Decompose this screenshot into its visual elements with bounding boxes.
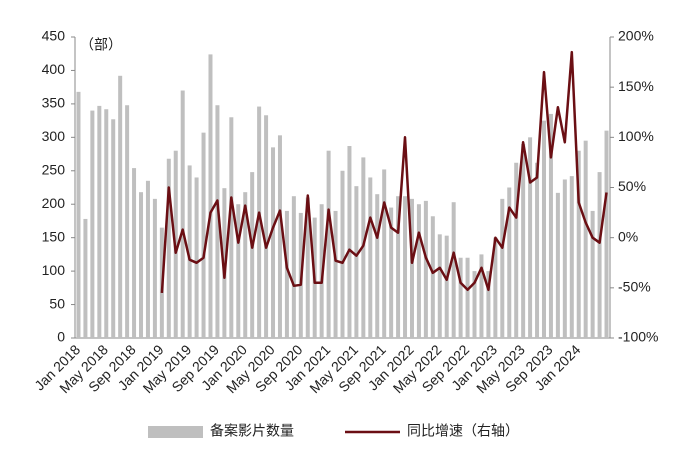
bar bbox=[444, 235, 449, 338]
bar bbox=[83, 218, 88, 338]
y-tick-label: 350 bbox=[42, 95, 66, 111]
bar bbox=[180, 90, 185, 338]
bar bbox=[111, 119, 116, 338]
bar bbox=[271, 147, 276, 338]
bar bbox=[562, 179, 567, 338]
y-tick-label: 150 bbox=[42, 228, 66, 244]
bar bbox=[333, 210, 338, 338]
line bbox=[160, 50, 608, 293]
y2-tick-label: 50% bbox=[618, 178, 646, 194]
bar bbox=[166, 158, 171, 338]
bar bbox=[305, 197, 310, 338]
bar bbox=[389, 207, 394, 338]
bar bbox=[277, 135, 282, 338]
bar bbox=[97, 105, 102, 338]
bar bbox=[507, 187, 512, 338]
bar bbox=[541, 120, 546, 338]
bar bbox=[90, 110, 95, 338]
y2-tick-label: 100% bbox=[618, 128, 654, 144]
bar bbox=[291, 196, 296, 338]
bar bbox=[479, 254, 484, 338]
y2-tick-label: -100% bbox=[618, 329, 658, 345]
bar bbox=[243, 192, 248, 338]
y-tick-label: 100 bbox=[42, 262, 66, 278]
bar bbox=[118, 75, 123, 338]
bar bbox=[250, 172, 255, 338]
bar bbox=[284, 210, 289, 338]
bar bbox=[555, 192, 560, 338]
bar bbox=[590, 210, 595, 338]
bar bbox=[514, 162, 519, 338]
y2-tick-label: 200% bbox=[618, 28, 654, 44]
bar bbox=[375, 194, 380, 338]
bar bbox=[152, 198, 157, 338]
bar bbox=[597, 172, 602, 338]
bar bbox=[264, 115, 269, 338]
bar bbox=[125, 105, 130, 338]
bar bbox=[500, 198, 505, 338]
bar bbox=[437, 234, 442, 338]
bar bbox=[521, 144, 526, 338]
y-tick-label: 50 bbox=[49, 295, 65, 311]
bar bbox=[396, 196, 401, 338]
legend-swatch bbox=[148, 426, 203, 438]
bar bbox=[354, 186, 359, 338]
y-tick-label: 450 bbox=[42, 28, 66, 44]
bar bbox=[257, 106, 262, 338]
bar bbox=[430, 216, 435, 338]
y2-tick-label: 150% bbox=[618, 78, 654, 94]
bar bbox=[472, 271, 477, 338]
bar bbox=[104, 109, 109, 339]
bar bbox=[528, 137, 533, 338]
bar bbox=[340, 170, 345, 338]
bar bbox=[222, 188, 227, 338]
bar bbox=[382, 169, 387, 338]
bar bbox=[416, 204, 421, 338]
legend-label: 备案影片数量 bbox=[210, 423, 294, 439]
y2-tick-label: -50% bbox=[618, 279, 651, 295]
bar bbox=[145, 180, 150, 338]
y-tick-label: 0 bbox=[57, 329, 65, 345]
y-tick-label: 250 bbox=[42, 161, 66, 177]
bar bbox=[208, 54, 213, 338]
bar bbox=[215, 105, 220, 338]
bar bbox=[486, 271, 491, 338]
bar bbox=[465, 257, 470, 338]
y-tick-label: 400 bbox=[42, 61, 66, 77]
bar bbox=[194, 177, 199, 338]
bar bbox=[187, 165, 192, 338]
bar bbox=[423, 200, 428, 338]
bar bbox=[583, 140, 588, 338]
bar bbox=[451, 202, 456, 338]
bar bbox=[576, 150, 581, 338]
bar bbox=[569, 176, 574, 338]
bar bbox=[409, 198, 414, 338]
bar bbox=[458, 257, 463, 338]
bar bbox=[347, 146, 352, 338]
bar bbox=[139, 192, 144, 338]
bar bbox=[229, 117, 234, 339]
bar bbox=[493, 237, 498, 338]
bar bbox=[548, 113, 553, 338]
bar bbox=[132, 168, 137, 338]
y-tick-label: 200 bbox=[42, 195, 66, 211]
legend-label: 同比增速（右轴） bbox=[407, 423, 519, 439]
bar bbox=[201, 132, 206, 338]
bar bbox=[604, 130, 609, 338]
axis-unit: （部） bbox=[80, 37, 122, 53]
bar bbox=[403, 196, 408, 338]
bar bbox=[326, 150, 331, 338]
y-tick-label: 300 bbox=[42, 128, 66, 144]
bar bbox=[76, 91, 81, 338]
bar bbox=[535, 162, 540, 338]
y2-tick-label: 0% bbox=[618, 228, 638, 244]
bar bbox=[368, 177, 373, 338]
bar bbox=[236, 204, 241, 338]
